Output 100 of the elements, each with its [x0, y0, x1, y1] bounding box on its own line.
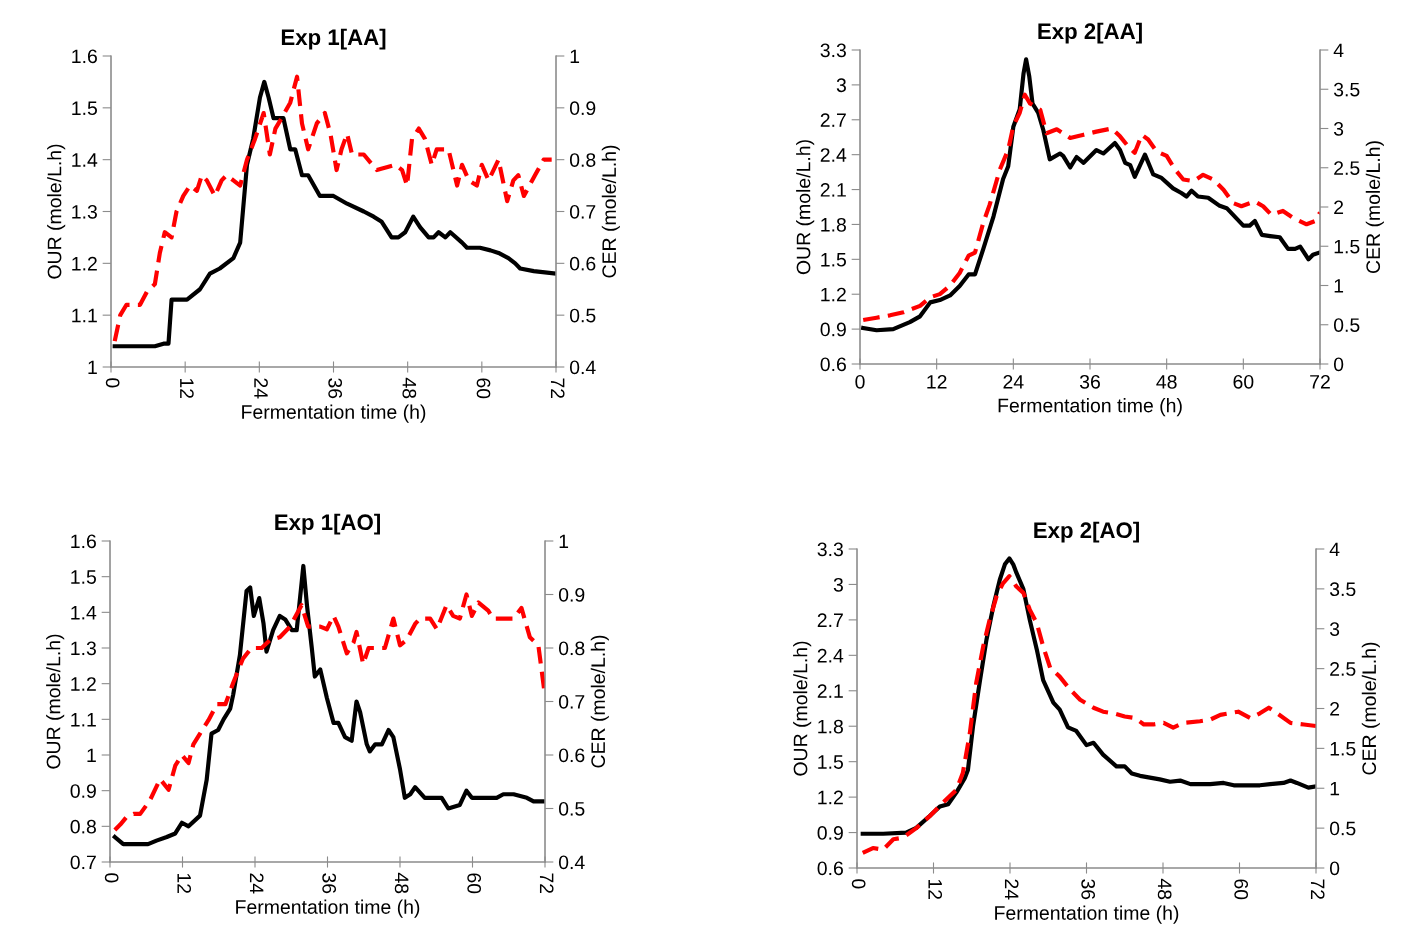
line-series: [112, 563, 545, 847]
y2-tick-label: 4: [1333, 43, 1344, 58]
y-axis-title: OUR (mole/L.h): [793, 641, 812, 776]
chart-title: Exp 1[AO]: [275, 513, 380, 535]
x-tick-label: 36: [322, 873, 337, 894]
x-tick-label: 12: [927, 374, 947, 389]
y2-axis-title: CER (mole/L.h): [590, 635, 609, 768]
x-tick-label: 72: [550, 378, 565, 399]
y-tick-label: 1.2: [71, 677, 96, 691]
x-tick-label: 36: [1079, 374, 1100, 389]
y-axis-title: OUR (mole/L.h): [796, 140, 815, 275]
y-tick-label: 1.2: [821, 287, 846, 302]
y-axis-title: OUR (mole/L.h): [46, 634, 65, 769]
x-tick-label: 12: [177, 873, 192, 894]
y-tick-label: 3.3: [817, 542, 843, 557]
y-tick-label: 0.8: [70, 819, 96, 834]
y2-tick-label: 2: [1334, 200, 1344, 215]
y-tick-label: 0.9: [820, 322, 846, 337]
chart-title: Exp 1[AA]: [281, 28, 386, 50]
y-tick-label: 0.9: [817, 826, 843, 840]
y-tick-label: 3: [836, 78, 846, 93]
y-tick-label: 1.3: [71, 641, 96, 656]
y-tick-label: 2.1: [820, 183, 846, 197]
y2-tick-label: 1.5: [1334, 239, 1360, 254]
y-tick-label: 3: [833, 577, 843, 592]
x-tick-label: 48: [1157, 878, 1172, 900]
y2-tick-label: 0.4: [569, 360, 596, 375]
y2-tick-label: 3.5: [1333, 82, 1360, 97]
y2-tick-label: 1: [559, 534, 569, 549]
y2-tick-label: 0.9: [569, 101, 596, 116]
x-tick-label: 12: [928, 879, 943, 900]
y2-tick-label: 0: [1329, 861, 1340, 876]
y-tick-label: 1.4: [72, 153, 98, 167]
y2-tick-label: 0.6: [569, 256, 596, 271]
x-tick-label: 72: [1310, 879, 1325, 900]
y-tick-label: 2.7: [817, 613, 843, 627]
x-tick-label: 60: [467, 873, 482, 894]
x-axis-title: Fermentation time (h): [995, 905, 1179, 924]
x-tick-label: 60: [476, 378, 491, 399]
x-axis-title: Fermentation time (h): [236, 899, 420, 918]
y-tick-label: 2.7: [820, 113, 846, 127]
y-tick-label: 1: [88, 360, 97, 375]
y-tick-label: 1.2: [818, 790, 843, 805]
line-series: [112, 592, 545, 832]
y-tick-label: 1.5: [818, 755, 843, 769]
y2-tick-label: 1: [1330, 781, 1340, 796]
y2-tick-label: 0.5: [1333, 318, 1360, 332]
x-tick-label: 72: [539, 873, 554, 894]
y2-tick-label: 0.8: [558, 641, 585, 656]
y2-tick-label: 0.7: [558, 694, 585, 709]
y2-tick-label: 0.5: [569, 308, 596, 323]
y2-tick-label: 0.5: [1329, 821, 1356, 836]
x-tick-label: 36: [328, 378, 343, 399]
y-tick-label: 2.1: [817, 684, 843, 698]
x-tick-label: 24: [1004, 879, 1019, 900]
y-tick-label: 1.4: [71, 606, 97, 620]
y2-tick-label: 1: [570, 49, 580, 64]
y2-axis-title: CER (mole/L.h): [601, 145, 620, 278]
y-tick-label: 1.1: [71, 713, 96, 727]
x-tick-label: 24: [1003, 374, 1024, 389]
x-tick-label: 48: [402, 377, 417, 399]
x-tick-label: 0: [104, 873, 119, 883]
y2-tick-label: 3: [1333, 121, 1344, 136]
y2-tick-label: 0.4: [558, 855, 585, 870]
y-tick-label: 1.5: [71, 570, 96, 584]
y-tick-label: 1.1: [72, 308, 97, 323]
x-tick-label: 12: [180, 378, 194, 399]
x-tick-label: 72: [1310, 374, 1330, 389]
x-tick-label: 0: [855, 374, 865, 389]
x-tick-label: 24: [249, 873, 264, 894]
y-tick-label: 1.5: [72, 101, 97, 116]
x-tick-label: 60: [1233, 374, 1254, 389]
line-series: [861, 92, 1320, 323]
y-tick-label: 0.6: [820, 357, 846, 372]
x-tick-label: 48: [394, 872, 409, 894]
y-tick-label: 0.9: [70, 784, 96, 798]
y2-tick-label: 0.6: [558, 748, 585, 763]
y-tick-label: 1.5: [821, 253, 846, 267]
x-tick-label: 36: [1081, 879, 1096, 900]
chart-title: Exp 2[AO]: [1034, 521, 1139, 543]
x-tick-label: 48: [1156, 374, 1177, 389]
y-tick-label: 1.8: [818, 719, 843, 734]
y2-axis-title: CER (mole/L.h): [1365, 141, 1384, 273]
y-tick-label: 2.4: [820, 148, 847, 162]
x-axis-title: Fermentation time (h): [998, 398, 1182, 417]
y2-tick-label: 2: [1330, 701, 1340, 716]
y2-axis-title: CER (mole/L.h): [1361, 642, 1380, 775]
x-tick-label: 0: [105, 378, 120, 388]
y2-tick-label: 3: [1329, 622, 1340, 636]
y2-tick-label: 0.5: [558, 801, 585, 816]
y-tick-label: 1: [87, 748, 96, 763]
y2-tick-label: 0.9: [558, 587, 585, 602]
y-tick-label: 0.7: [70, 855, 96, 870]
y2-tick-label: 0.7: [569, 204, 596, 219]
y2-tick-label: 2.5: [1330, 662, 1356, 676]
y-tick-label: 1.6: [71, 534, 96, 549]
x-tick-label: 0: [851, 879, 866, 889]
x-tick-label: 24: [254, 378, 268, 399]
y-tick-label: 3.3: [820, 43, 846, 58]
y2-tick-label: 1.5: [1330, 742, 1356, 756]
